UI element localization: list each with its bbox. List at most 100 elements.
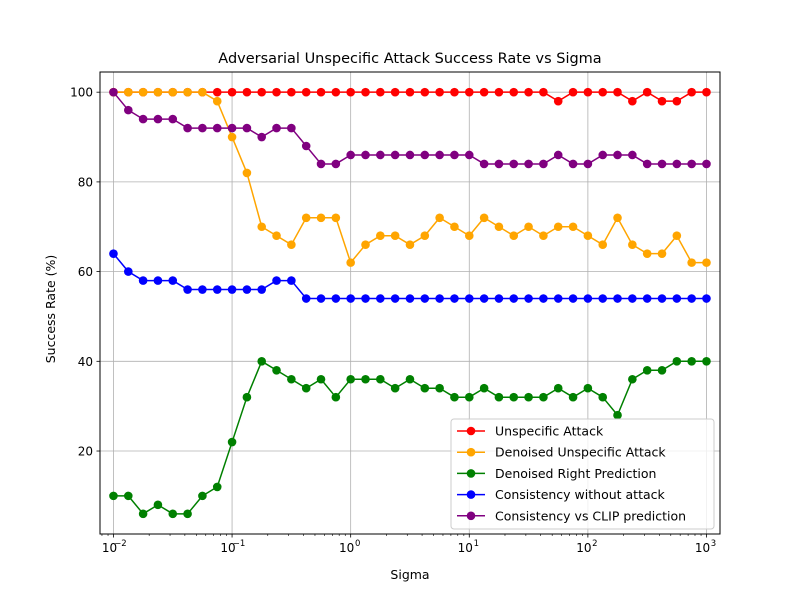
data-point [494,392,504,402]
data-point [642,159,652,169]
data-point [494,87,504,97]
legend-label: Consistency without attack [495,487,666,502]
y-tick-label: 20 [78,445,93,459]
data-point [524,222,533,232]
data-point [109,87,118,97]
x-tick-label: 10 [576,541,591,555]
data-point [346,87,355,97]
data-point [553,96,563,106]
data-point [568,159,578,169]
data-point [464,150,474,160]
data-point [198,123,207,133]
data-point [464,87,474,97]
data-point [613,87,622,97]
legend-item: Unspecific Attack [457,424,604,439]
x-tick-exponent: −2 [114,539,127,549]
data-point [198,87,207,97]
data-point [568,294,578,303]
data-point [183,87,192,97]
data-point [628,240,637,249]
data-point [212,87,222,97]
data-point [672,96,682,106]
legend: Unspecific Attack Denoised Unspecific Att… [450,418,715,530]
data-point [657,159,667,169]
x-tick-label: 10 [458,541,473,555]
data-point [257,357,267,366]
data-point [479,87,489,97]
data-point [272,231,281,241]
data-point [153,114,163,124]
data-point [257,132,267,142]
data-point [420,383,430,393]
x-tick-label: 10 [695,541,710,555]
data-point [287,276,296,285]
data-point [212,482,222,492]
data-point [613,294,622,303]
x-tick-exponent: 2 [592,539,597,549]
data-point [316,87,326,97]
data-point [613,410,622,420]
data-point [568,87,578,97]
data-point [628,374,637,384]
data-point [479,294,489,303]
data-point [168,87,178,97]
legend-marker [466,447,476,457]
y-axis-label: Success Rate (%) [43,255,58,364]
data-point [598,392,608,402]
legend-item: Denoised Unspecific Attack [457,445,666,460]
data-point [153,500,163,510]
data-point [405,374,415,384]
data-point [420,150,430,160]
data-point [346,374,355,384]
data-point [257,87,267,97]
data-point [272,87,281,97]
data-point [628,150,637,160]
data-point [361,87,370,97]
data-point [494,159,504,169]
data-point [687,258,696,267]
data-point [479,383,489,393]
data-point [227,123,237,133]
data-point [301,383,311,393]
data-point [553,222,563,232]
data-point [553,150,563,160]
data-point [405,240,415,249]
data-point [138,87,148,97]
data-point [687,159,696,169]
data-point [346,294,355,303]
data-point [539,294,548,303]
data-point [672,294,682,303]
data-point [553,383,563,393]
data-point [583,231,593,241]
legend-item: Denoised Right Prediction [457,466,656,481]
data-point [153,276,163,285]
data-point [287,374,296,384]
data-point [109,249,118,258]
data-point [687,87,696,97]
data-point [450,87,459,97]
data-point [568,392,578,402]
series-4 [109,249,711,303]
data-point [479,213,489,223]
data-point [657,365,667,375]
data-point [435,383,444,393]
data-point [672,159,682,169]
data-point [124,491,133,501]
data-point [257,222,267,232]
series-layer [109,87,711,519]
data-point [168,114,178,124]
data-point [628,294,637,303]
data-point [524,392,533,402]
data-point [361,150,370,160]
data-point [702,258,711,267]
data-point [361,240,370,249]
data-point [613,213,622,223]
data-point [598,240,608,249]
legend-label: Consistency vs CLIP prediction [495,508,686,523]
data-point [316,159,326,169]
y-tick-label: 80 [78,175,93,189]
data-point [702,294,711,303]
data-point [672,231,682,241]
data-point [227,285,237,294]
data-point [687,357,696,366]
